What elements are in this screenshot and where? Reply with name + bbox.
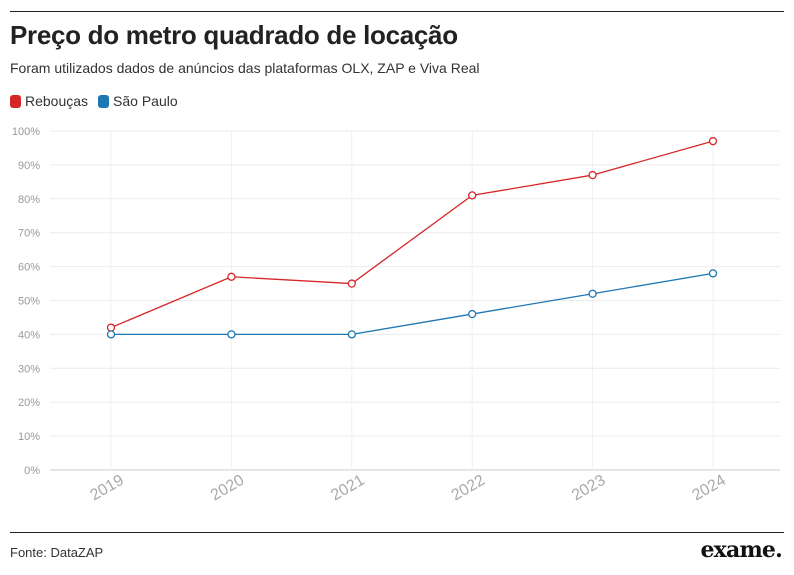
y-tick-label: 20% bbox=[18, 397, 40, 409]
chart-subtitle: Foram utilizados dados de anúncios das p… bbox=[10, 60, 480, 76]
y-tick-label: 30% bbox=[18, 363, 40, 375]
data-point bbox=[708, 269, 718, 278]
line-chart: 0% 10% 20% 30% 40% 50% 60% 70% 80% 90% 100% 2019 202… bbox=[12, 126, 780, 505]
y-tick-label: 50% bbox=[18, 296, 40, 308]
source-note: Fonte: DataZAP bbox=[10, 545, 104, 560]
chart-title: Preço do metro quadrado de locação bbox=[10, 20, 458, 50]
legend-label-sao-paulo: São Paulo bbox=[113, 93, 178, 109]
data-point bbox=[347, 279, 356, 288]
y-tick-label: 100% bbox=[12, 126, 40, 138]
x-tick-label: 2019 bbox=[87, 472, 126, 505]
legend-item-sao-paulo[interactable]: São Paulo bbox=[98, 93, 178, 109]
legend-swatch-sao-paulo bbox=[98, 94, 110, 108]
legend-item-reboucas[interactable]: Rebouças bbox=[10, 93, 88, 109]
top-rule bbox=[10, 11, 784, 12]
series-line-1 bbox=[111, 272, 714, 336]
x-tick-label: 2023 bbox=[569, 472, 608, 505]
y-tick-label: 40% bbox=[18, 329, 40, 341]
series-line-0 bbox=[110, 140, 714, 329]
x-tick-label: 2024 bbox=[689, 472, 728, 505]
y-tick-label: 0% bbox=[24, 465, 40, 477]
data-point bbox=[588, 289, 597, 298]
data-point bbox=[468, 309, 477, 319]
y-tick-label: 60% bbox=[18, 262, 40, 274]
y-tick-label: 70% bbox=[18, 228, 40, 240]
x-tick-label: 2021 bbox=[328, 472, 367, 505]
data-point bbox=[106, 323, 116, 332]
data-point bbox=[106, 330, 116, 339]
legend-swatch-reboucas bbox=[10, 94, 21, 108]
y-tick-label: 80% bbox=[18, 194, 40, 206]
x-tick-label: 2022 bbox=[449, 472, 488, 505]
data-point bbox=[708, 137, 718, 146]
bottom-rule bbox=[10, 532, 784, 533]
y-tick-label: 90% bbox=[18, 160, 40, 172]
data-point bbox=[468, 191, 477, 200]
legend-label-reboucas: Rebouças bbox=[25, 93, 89, 109]
exame-logo: exame. bbox=[700, 537, 782, 563]
x-tick-label: 2020 bbox=[208, 472, 247, 505]
data-point bbox=[347, 330, 356, 339]
y-tick-label: 10% bbox=[18, 431, 40, 443]
data-point bbox=[227, 272, 236, 281]
data-point bbox=[227, 330, 236, 339]
data-point bbox=[588, 170, 597, 180]
legend: Rebouças São Paulo bbox=[10, 93, 188, 109]
